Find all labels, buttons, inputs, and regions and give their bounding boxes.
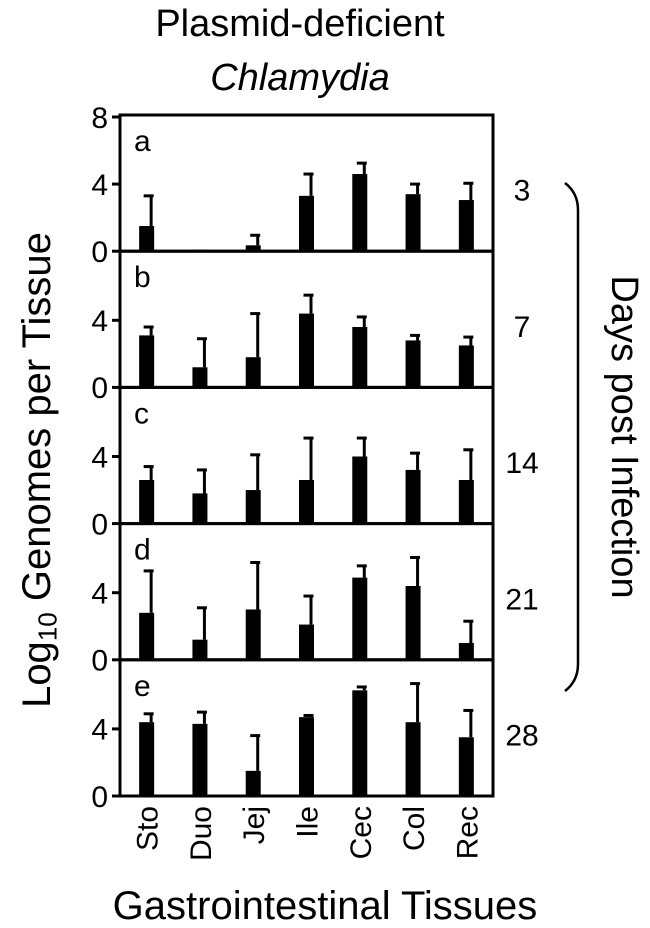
bar-e-cec: [352, 690, 368, 796]
day-label-21: 21: [505, 583, 538, 616]
bar-a-col: [405, 194, 421, 252]
panel-letter-c: c: [134, 397, 149, 430]
y-tick-label: 4: [91, 305, 108, 338]
day-label-3: 3: [514, 175, 531, 208]
x-axis-label: Gastrointestinal Tissues: [112, 884, 538, 928]
day-label-28: 28: [505, 720, 538, 753]
bar-a-cec: [352, 174, 368, 252]
y-tick-label: 0: [91, 372, 108, 405]
bar-d-ile: [299, 624, 314, 660]
bar-e-sto: [139, 722, 155, 796]
bar-c-jej: [245, 490, 261, 524]
panel-letter-e: e: [134, 670, 151, 703]
y-tick-label: 4: [91, 714, 108, 747]
bar-a-sto: [139, 226, 155, 252]
bar-d-cec: [352, 577, 368, 660]
right-axis-label: Days post Infection: [603, 275, 645, 598]
bar-c-col: [405, 469, 421, 524]
days-bracket: [564, 182, 580, 692]
bar-b-col: [405, 340, 421, 388]
chart-title: Plasmid-deficient: [155, 3, 445, 45]
bar-e-duo: [192, 723, 208, 796]
bar-c-cec: [352, 456, 368, 524]
y-tick-label: 4: [91, 578, 108, 611]
bar-a-rec: [458, 200, 474, 252]
x-tick-label-sto: Sto: [132, 806, 165, 851]
bar-e-ile: [299, 717, 314, 796]
x-tick-label-duo: Duo: [185, 806, 218, 861]
bar-e-rec: [458, 737, 474, 796]
y-tick-label: 4: [91, 441, 108, 474]
bar-d-rec: [458, 643, 474, 660]
bar-b-rec: [458, 345, 474, 388]
x-tick-label-rec: Rec: [451, 806, 484, 859]
y-tick-label: 0: [91, 236, 108, 269]
day-label-14: 14: [505, 447, 538, 480]
bar-b-duo: [192, 367, 208, 388]
x-tick-label-ile: Ile: [292, 806, 325, 838]
bar-e-jej: [245, 770, 261, 796]
x-tick-label-col: Col: [398, 806, 431, 851]
bar-d-col: [405, 585, 421, 660]
panel-letter-d: d: [134, 534, 151, 567]
bar-c-ile: [299, 479, 314, 524]
bar-a-jej: [245, 245, 261, 252]
panel-letter-a: a: [134, 125, 151, 158]
bar-c-duo: [192, 493, 208, 524]
bar-b-sto: [139, 335, 155, 388]
chart-subtitle: Chlamydia: [210, 57, 390, 99]
panel-letter-b: b: [134, 261, 151, 294]
bar-b-ile: [299, 313, 314, 388]
bar-d-sto: [139, 612, 155, 660]
bar-c-sto: [139, 479, 155, 524]
bar-c-rec: [458, 479, 474, 524]
y-tick-label: 4: [91, 169, 108, 202]
y-tick-label: 0: [91, 508, 108, 541]
x-tick-label-jej: Jej: [238, 806, 271, 844]
day-label-7: 7: [514, 311, 531, 344]
bar-b-jej: [245, 357, 261, 388]
bar-e-col: [405, 722, 421, 796]
y-tick-label: 8: [91, 102, 108, 135]
bar-d-jej: [245, 609, 261, 660]
y-tick-label: 0: [91, 645, 108, 678]
x-tick-label-cec: Cec: [345, 806, 378, 859]
bar-a-ile: [299, 195, 314, 252]
bar-d-duo: [192, 639, 208, 660]
bar-b-cec: [352, 327, 368, 388]
y-tick-label: 0: [91, 781, 108, 814]
